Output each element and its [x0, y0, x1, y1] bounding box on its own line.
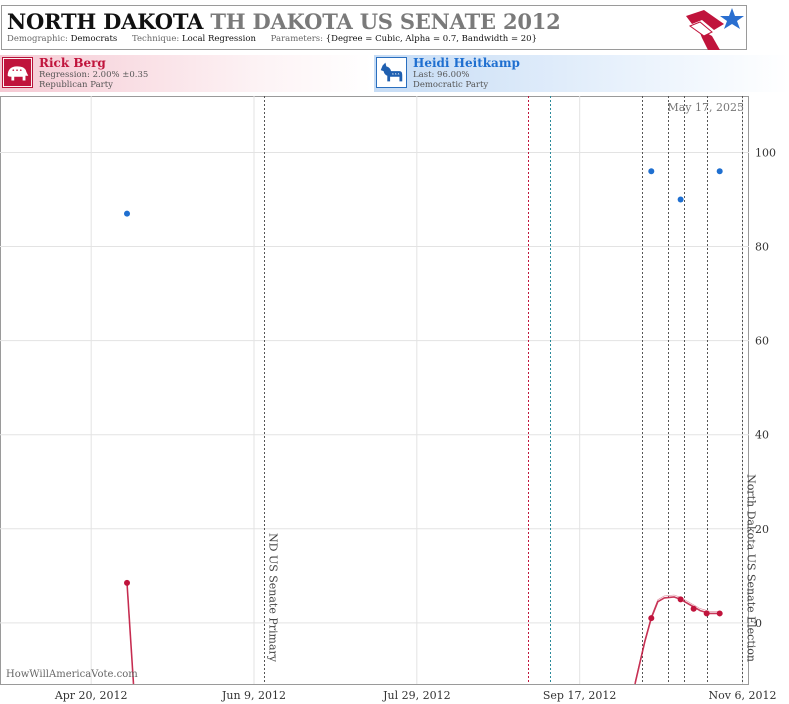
demographic-value: Democrats [70, 34, 118, 44]
technique-value: Local Regression [181, 34, 256, 44]
data-point [124, 210, 131, 217]
x-tick-label: Sep 17, 2012 [543, 689, 617, 702]
elephant-icon [2, 57, 33, 88]
data-point [648, 168, 655, 175]
republican-party-label: Republican Party [39, 80, 113, 90]
republican-candidate-name: Rick Berg [39, 56, 106, 70]
poll-chart: Apr 20, 2012 Jun 9, 2012 Jul 29, 2012 Sep 1… [0, 96, 777, 702]
event-label: North Dakota US Senate Election [745, 474, 758, 662]
parameters-value: {Degree = Cubic, Alpha = 0.7, Bandwidth … [325, 34, 537, 44]
x-tick-label: Jul 29, 2012 [382, 689, 451, 702]
plot-frame [0, 96, 749, 685]
democratic-party-label: Democratic Party [413, 80, 489, 90]
x-tick-label: Apr 20, 2012 [54, 689, 128, 702]
data-point [690, 605, 697, 612]
y-tick-label: 0 [755, 617, 762, 630]
regression-band [126, 580, 134, 683]
y-tick-label: 60 [755, 335, 769, 348]
technique-label: Technique: [131, 34, 180, 44]
x-tick-label: Jun 9, 2012 [221, 689, 286, 702]
regression-band [634, 594, 720, 683]
chart-title: NORTH DAKOTA TH DAKOTA US SENATE 2012 [7, 9, 561, 34]
data-point [648, 615, 655, 622]
candidate-panel-republican: Rick Berg Regression: 2.00% ±0.35 Republ… [0, 55, 372, 92]
data-point [677, 196, 684, 203]
data-point [703, 610, 710, 617]
y-tick-label: 40 [755, 429, 769, 442]
title-state: NORTH DAKOTA [7, 9, 204, 34]
chart-header: NORTH DAKOTA TH DAKOTA US SENATE 2012 De… [1, 5, 747, 50]
chart-subtitle: Demographic: Democrats Technique: Local … [7, 34, 549, 44]
demographic-label: Demographic: [7, 34, 68, 44]
democratic-candidate-name: Heidi Heitkamp [413, 56, 520, 70]
data-point [124, 579, 131, 586]
y-tick-label: 80 [755, 241, 769, 254]
data-point [716, 610, 723, 617]
site-logo-icon [686, 8, 744, 50]
event-label: ND US Senate Primary [267, 533, 280, 663]
date-stamp: May 17, 2025 [667, 101, 744, 114]
watermark: HowWillAmericaVote.com [6, 669, 138, 680]
data-point [677, 596, 684, 603]
data-point [716, 168, 723, 175]
x-tick-label: Nov 6, 2012 [709, 689, 777, 702]
y-tick-label: 100 [755, 146, 776, 159]
title-race: TH DAKOTA US SENATE 2012 [210, 9, 561, 34]
y-tick-label: 20 [755, 523, 769, 536]
republican-regression-value: Regression: 2.00% ±0.35 [39, 70, 149, 80]
democratic-last-value: Last: 96.00% [413, 70, 470, 80]
regression-line [634, 596, 720, 685]
parameters-label: Parameters: [270, 34, 324, 44]
donkey-icon [376, 57, 407, 88]
candidate-panel-democratic: Heidi Heitkamp Last: 96.00% Democratic P… [374, 55, 789, 92]
